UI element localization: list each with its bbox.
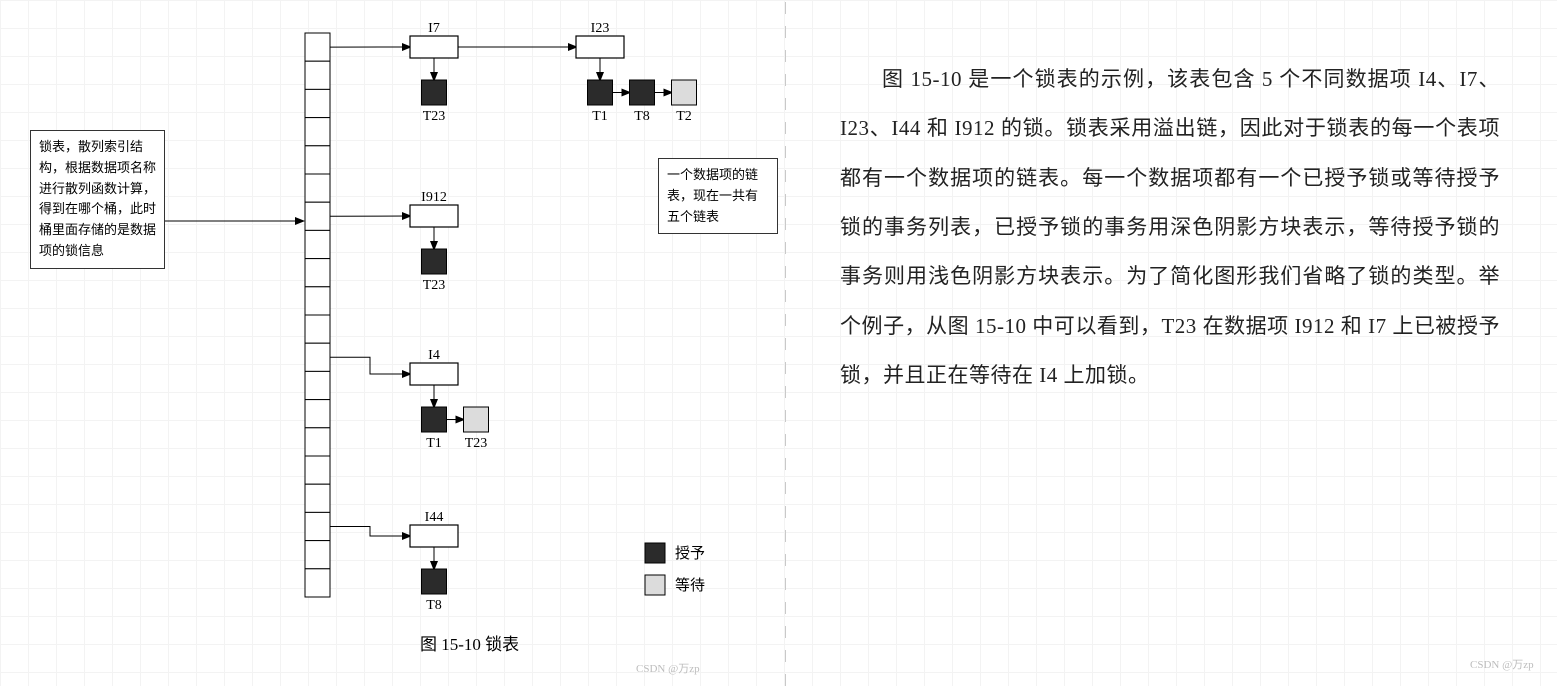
data-item-label: I7 — [428, 21, 440, 36]
description-paragraph: 图 15-10 是一个锁表的示例，该表包含 5 个不同数据项 I4、I7、I23… — [840, 55, 1500, 400]
bucket-cell — [305, 371, 330, 399]
transaction-box — [464, 407, 489, 432]
data-item-box — [410, 525, 458, 547]
bucket-cell — [305, 541, 330, 569]
legend-label: 授予 — [675, 545, 705, 562]
bucket-cell — [305, 202, 330, 230]
transaction-box — [422, 569, 447, 594]
chain-arrow — [330, 527, 410, 537]
transaction-label: T8 — [426, 598, 442, 613]
bucket-cell — [305, 174, 330, 202]
bucket-cell — [305, 259, 330, 287]
data-item-box — [410, 205, 458, 227]
bucket-cell — [305, 343, 330, 371]
legend-label: 等待 — [675, 576, 705, 594]
transaction-box — [422, 407, 447, 432]
bucket-cell — [305, 512, 330, 540]
description-text: 图 15-10 是一个锁表的示例，该表包含 5 个不同数据项 I4、I7、I23… — [840, 55, 1500, 400]
bucket-cell — [305, 33, 330, 61]
data-item-label: I912 — [421, 190, 447, 205]
bucket-cell — [305, 428, 330, 456]
diagram-caption: 图 15-10 锁表 — [420, 630, 519, 655]
transaction-label: T8 — [634, 109, 650, 124]
data-item-label: I44 — [425, 510, 444, 525]
data-item-box — [410, 363, 458, 385]
data-item-box — [576, 36, 624, 58]
transaction-label: T23 — [423, 278, 446, 293]
bucket-cell — [305, 230, 330, 258]
legend-swatch — [645, 543, 665, 563]
bucket-cell — [305, 569, 330, 597]
transaction-box — [672, 80, 697, 105]
lock-table-diagram: I7 T23 I23 T1 T8 T2 I912 T23 I4 T1 T23 I44 T8 授予等待 — [0, 0, 790, 677]
bucket-cell — [305, 61, 330, 89]
transaction-label: T2 — [676, 109, 692, 124]
bucket-cell — [305, 287, 330, 315]
chain-arrow — [330, 357, 410, 374]
transaction-label: T23 — [423, 109, 446, 124]
transaction-label: T1 — [426, 436, 442, 451]
transaction-label: T23 — [465, 436, 488, 451]
transaction-box — [588, 80, 613, 105]
bucket-cell — [305, 400, 330, 428]
transaction-box — [630, 80, 655, 105]
bucket-cell — [305, 118, 330, 146]
legend-swatch — [645, 575, 665, 595]
data-item-box — [410, 36, 458, 58]
data-item-label: I23 — [591, 21, 610, 36]
transaction-box — [422, 80, 447, 105]
watermark-left: CSDN @万zp — [636, 660, 700, 676]
watermark-right: CSDN @万zp — [1470, 656, 1534, 672]
transaction-label: T1 — [592, 109, 608, 124]
bucket-cell — [305, 484, 330, 512]
bucket-cell — [305, 146, 330, 174]
data-item-label: I4 — [428, 348, 440, 363]
bucket-cell — [305, 89, 330, 117]
bucket-cell — [305, 315, 330, 343]
transaction-box — [422, 249, 447, 274]
bucket-cell — [305, 456, 330, 484]
